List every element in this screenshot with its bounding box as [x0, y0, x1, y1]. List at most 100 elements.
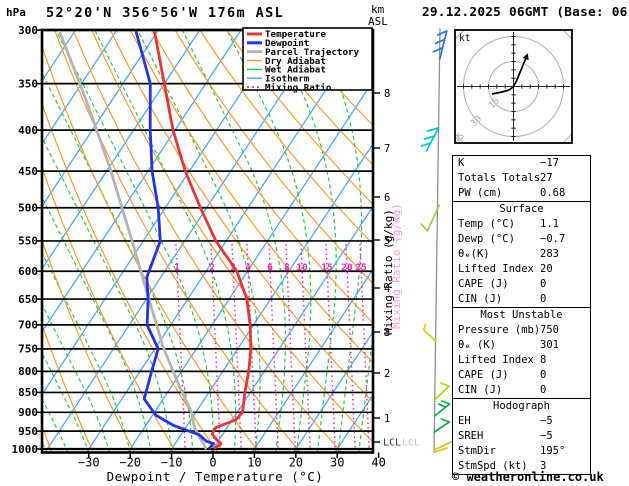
svg-text:10: 10	[247, 456, 261, 470]
table-row-label: SREH	[458, 430, 484, 442]
hodograph-frame	[454, 29, 573, 144]
svg-text:Wet Adiabat: Wet Adiabat	[265, 65, 326, 76]
temperature-curve	[152, 31, 253, 450]
svg-text:30: 30	[330, 456, 344, 470]
table-row-label: StmSpd (kt)	[458, 460, 528, 472]
table-row-value: 20	[540, 263, 553, 275]
svg-text:600: 600	[18, 265, 38, 278]
copyright-footer: © weatheronline.co.uk	[452, 470, 604, 484]
svg-text:Isotherm: Isotherm	[265, 73, 310, 84]
svg-text:25: 25	[355, 263, 367, 274]
mixing-ratio-lines	[175, 243, 370, 451]
table-section-most-unstable: Most Unstable Pressure (mb) 750 θₑ (K) 301 Li…	[453, 307, 590, 398]
lcl-label: LCL	[383, 438, 401, 449]
table-row-label: Dewp (°C)	[458, 233, 515, 245]
table-row: CAPE (J) 0	[453, 277, 590, 292]
table-row-value: 0	[540, 278, 547, 290]
altitude-axis-unit-km: km	[371, 3, 385, 16]
svg-text:Mixing Ratio: Mixing Ratio	[265, 82, 332, 93]
table-row: CIN (J) 0	[453, 383, 590, 398]
table-row-label: CIN (J)	[458, 384, 503, 396]
svg-text:500: 500	[18, 202, 38, 215]
table-row-label: Totals Totals	[458, 172, 541, 184]
svg-text:400: 400	[18, 124, 38, 137]
table-row: EH −5	[453, 414, 590, 429]
table-row: θₑ(K) 283	[453, 247, 590, 262]
table-row: PW (cm) 0.68	[453, 186, 590, 201]
table-row-label: Lifted Index	[458, 263, 534, 275]
svg-text:15: 15	[321, 263, 333, 274]
hodograph-trace	[491, 57, 527, 95]
table-row-label: PW (cm)	[458, 187, 503, 199]
wind-barb-staff-line	[433, 27, 441, 454]
table-row-value: 1.1	[540, 218, 559, 230]
hodograph-trace-arrowhead	[522, 53, 529, 61]
table-row-value: −5	[540, 415, 553, 427]
km-asl-axis: 8 7 6 5 4 3 2 1	[373, 88, 390, 425]
table-row-value: 0	[540, 384, 547, 396]
svg-text:2: 2	[384, 368, 390, 380]
svg-text:−20: −20	[119, 456, 141, 470]
table-section-indices: K −17 Totals Totals 27 PW (cm) 0.68	[453, 156, 590, 201]
table-row-value: 3	[540, 460, 547, 472]
table-row-value: 195°	[540, 445, 566, 457]
table-row-value: 0	[540, 369, 547, 381]
table-row-label: Temp (°C)	[458, 218, 515, 230]
mixing-ratio-axis-label: Mixing Ratio (g/kg)	[382, 209, 395, 335]
svg-text:950: 950	[18, 425, 38, 438]
pressure-tick-labels: 300 350 400 450 500 550 600 650 700 750 800 850 900 9…	[12, 24, 39, 456]
table-row-label: CAPE (J)	[458, 278, 509, 290]
table-row-value: 27	[540, 172, 553, 184]
svg-text:300: 300	[18, 24, 38, 37]
dewpoint-curve	[134, 31, 216, 450]
table-row-label: K	[458, 157, 465, 169]
table-row-label: θₑ(K)	[458, 248, 490, 260]
svg-text:−10: −10	[161, 456, 183, 470]
table-row: Temp (°C) 1.1	[453, 217, 590, 232]
table-row: Totals Totals 27	[453, 171, 590, 186]
hodograph-unit-label: kt	[459, 33, 470, 44]
sounding-indices-table: K −17 Totals Totals 27 PW (cm) 0.68 Surface Tem…	[452, 155, 591, 475]
svg-text:450: 450	[18, 165, 38, 178]
table-row: Pressure (mb) 750	[453, 323, 590, 338]
svg-text:20: 20	[289, 456, 303, 470]
table-row-label: Lifted Index	[458, 354, 534, 366]
svg-text:0: 0	[209, 456, 216, 470]
svg-text:4: 4	[245, 263, 251, 274]
svg-text:Dry Adiabat: Dry Adiabat	[265, 56, 326, 67]
svg-text:1: 1	[384, 413, 390, 425]
table-row-value: 301	[540, 339, 559, 351]
svg-text:8: 8	[384, 88, 390, 100]
table-row-label: StmDir	[458, 445, 496, 457]
lcl-label-shadow: LCL	[402, 438, 420, 449]
svg-text:20: 20	[341, 263, 353, 274]
svg-text:−30: −30	[78, 456, 100, 470]
svg-text:700: 700	[18, 319, 38, 332]
svg-text:Dewpoint: Dewpoint	[265, 38, 309, 49]
svg-text:8: 8	[284, 263, 290, 274]
svg-text:550: 550	[18, 235, 38, 248]
table-row: SREH −5	[453, 429, 590, 444]
svg-text:Parcel Trajectory: Parcel Trajectory	[265, 47, 360, 58]
station-title: 52°20'N 356°56'W 176m ASL	[46, 5, 285, 21]
table-section-surface: Surface Temp (°C) 1.1 Dewp (°C) −0.7 θₑ(K) 283…	[453, 201, 590, 307]
table-row-label: CIN (J)	[458, 293, 503, 305]
table-row: CAPE (J) 0	[453, 368, 590, 383]
table-row-value: −0.7	[540, 233, 566, 245]
table-section-header: Most Unstable	[480, 309, 563, 321]
altitude-axis-unit-asl: ASL	[368, 15, 388, 28]
svg-text:350: 350	[18, 77, 38, 90]
svg-text:Temperature: Temperature	[265, 29, 326, 40]
run-datetime: 29.12.2025 06GMT (Base: 06)	[422, 5, 629, 20]
table-row-label: θₑ (K)	[458, 339, 496, 351]
table-row-value: 0	[540, 293, 547, 305]
svg-text:10: 10	[296, 263, 308, 274]
table-row-label: EH	[458, 415, 471, 427]
table-row-value: 283	[540, 248, 559, 260]
svg-text:45: 45	[452, 131, 467, 146]
svg-text:15: 15	[487, 96, 502, 111]
